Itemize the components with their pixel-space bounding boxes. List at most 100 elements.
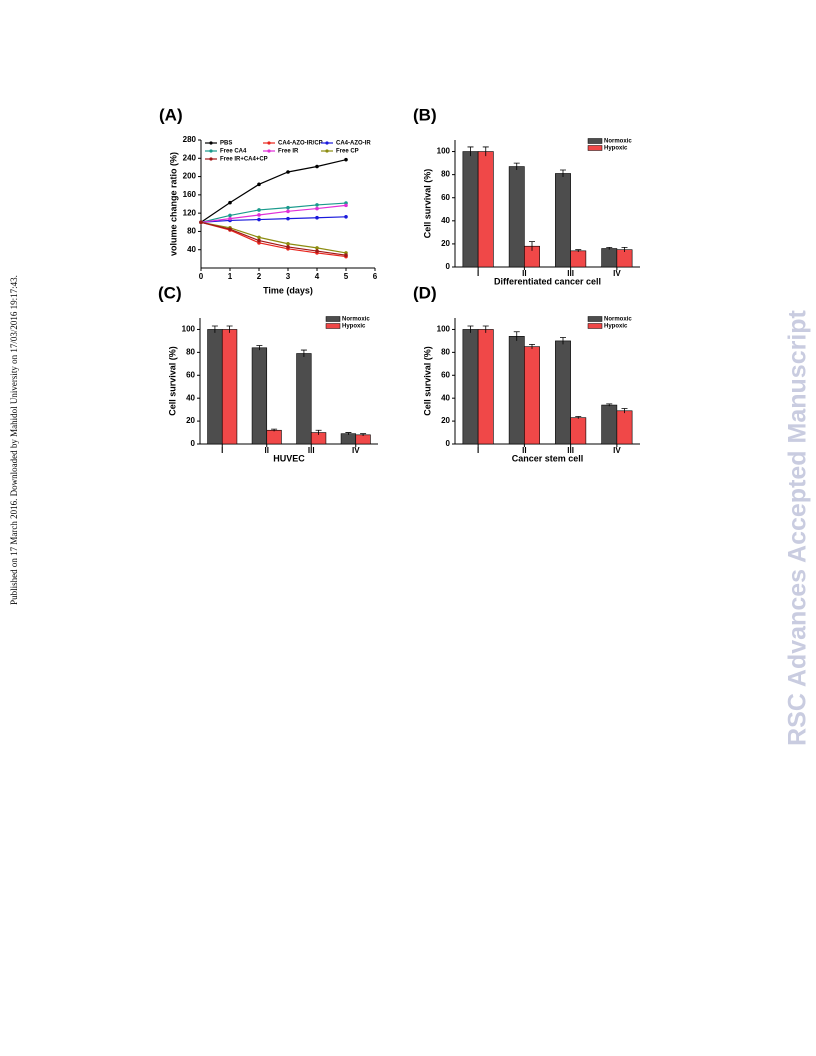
series-line [200,221,347,256]
bar [570,250,587,268]
legend-swatch [209,141,213,145]
y-tick-label: 40 [441,216,450,225]
error-bar [513,162,520,171]
y-tick-label: 20 [441,416,450,425]
legend-label: Free IR+CA4+CP [220,157,268,163]
point [257,235,261,240]
point [257,208,261,212]
point [286,216,290,221]
legend-swatch [587,316,603,322]
x-axis-title: Cancer stem cell [512,453,584,463]
y-axis-title: Cell survival (%) [167,346,177,416]
bar [266,429,282,445]
error-bar [467,325,474,333]
x-tick-label: 1 [228,272,233,281]
x-tick-label: III [308,446,315,455]
legend-label: CA4-AZO-IR [336,141,371,147]
legend-swatch [325,149,329,153]
series-line [200,221,347,254]
y-tick-label: 60 [441,370,450,379]
bar [296,353,312,445]
legend-label: Normoxic [604,317,632,323]
bar [601,248,618,268]
panel-label: (A) [159,105,183,124]
point [315,164,319,169]
x-tick-label: I [477,446,479,455]
bar [524,346,540,445]
error-bar [211,325,218,333]
point [315,203,319,207]
point [257,213,261,217]
bar [508,336,525,445]
point [257,182,261,187]
point [257,238,261,243]
legend-swatch [587,145,603,151]
y-tick-label: 120 [183,208,197,217]
point [344,253,348,257]
point [199,220,203,225]
point [228,213,232,218]
point [315,206,319,211]
bar [555,173,571,268]
x-tick-label: 2 [257,272,262,281]
series-line [200,202,347,223]
y-tick-label: 240 [183,153,197,162]
error-bar [575,249,582,252]
legend-swatch [325,141,329,145]
point [257,217,261,222]
bar [477,151,494,268]
y-tick-label: 80 [441,347,450,356]
legend-swatch [267,149,271,153]
legend-swatch [209,157,213,161]
y-tick-label: 280 [183,135,197,144]
y-tick-label: 60 [441,193,450,202]
x-tick-label: 5 [344,272,349,281]
bar [601,404,618,445]
y-tick-label: 20 [441,239,450,248]
bar [616,249,633,268]
x-tick-label: 3 [286,272,291,281]
x-tick-label: 4 [315,272,320,281]
y-tick-label: 40 [186,393,195,402]
bar [355,434,371,445]
y-tick-label: 0 [446,439,451,448]
series-line [200,159,347,223]
y-tick-label: 20 [186,416,195,425]
x-tick-label: II [265,446,269,455]
error-bar [226,325,233,333]
error-bar [513,331,520,341]
legend-label: PBS [220,141,232,147]
series-line [200,221,347,258]
y-tick-label: 80 [186,347,195,356]
x-tick-label: I [477,269,479,278]
y-tick-label: 100 [437,147,451,156]
error-bar [606,403,613,407]
bar [555,340,571,445]
point [344,203,348,208]
x-tick-label: II [522,269,526,278]
y-tick-label: 0 [446,262,451,271]
bar [462,151,479,268]
x-axis-title: Time (days) [263,285,313,295]
legend-label: Free CP [336,149,359,155]
legend-label: Free IR [278,149,299,155]
legend-swatch [325,316,341,322]
legend-label: CA4-AZO-IR/CP [278,141,323,147]
y-tick-label: 100 [437,325,451,334]
x-tick-label: II [522,446,526,455]
point [228,200,232,205]
error-bar [467,146,474,157]
y-tick-label: 200 [183,172,197,181]
error-bar [621,246,628,252]
panel-label: (B) [413,105,437,124]
error-bar [256,345,263,351]
legend-swatch [587,323,603,329]
y-tick-label: 40 [441,393,450,402]
x-tick-label: IV [613,446,621,455]
error-bar [315,429,322,435]
x-tick-label: 6 [373,272,378,281]
legend-swatch [267,141,271,145]
legend-label: Hypoxic [342,324,366,330]
x-tick-label: III [567,269,574,278]
point [344,157,348,162]
